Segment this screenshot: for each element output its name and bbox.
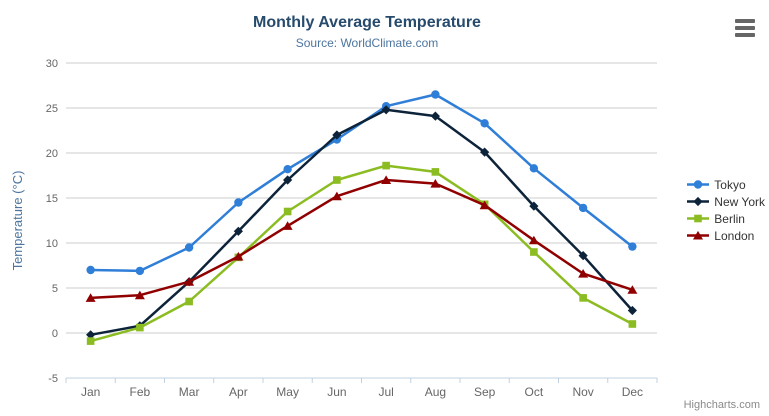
y-axis-label: 5 [52, 283, 58, 295]
data-point-london[interactable] [479, 200, 490, 210]
series-line-tokyo[interactable] [89, 93, 634, 273]
data-point-new-york[interactable] [578, 251, 588, 261]
legend-label: London [714, 228, 755, 243]
legend-item-new-york[interactable]: New York [687, 193, 765, 210]
data-point-new-york[interactable] [430, 111, 440, 121]
data-point-new-york[interactable] [332, 130, 342, 140]
data-point-tokyo[interactable] [86, 265, 95, 275]
square-marker-icon [687, 214, 710, 223]
credits-link[interactable]: Highcharts.com [683, 399, 760, 411]
x-axis-label: Aug [425, 385, 446, 399]
data-point-new-york[interactable] [233, 226, 243, 236]
x-axis-label: Feb [130, 385, 151, 399]
x-axis-label: Nov [572, 385, 593, 399]
x-axis-label: Apr [229, 385, 248, 399]
y-axis-label: 15 [46, 193, 58, 205]
data-point-berlin[interactable] [283, 207, 292, 216]
chart-title: Monthly Average Temperature [253, 14, 481, 31]
x-axis-label: Dec [622, 385, 643, 399]
data-point-berlin[interactable] [530, 248, 538, 256]
data-point-tokyo[interactable] [283, 165, 292, 174]
legend-label: Tokyo [714, 177, 746, 192]
data-point-berlin[interactable] [86, 337, 95, 345]
data-point-london[interactable] [184, 277, 195, 286]
data-point-berlin[interactable] [382, 161, 390, 170]
y-axis-label: -5 [48, 373, 58, 385]
x-axis-label: Oct [525, 385, 544, 399]
data-point-new-york[interactable] [480, 147, 490, 157]
chart-subtitle: Source: WorldClimate.com [295, 36, 439, 50]
y-axis-label: 0 [52, 328, 58, 340]
data-point-tokyo[interactable] [135, 266, 145, 276]
data-point-tokyo[interactable] [480, 119, 489, 128]
legend-marker[interactable] [694, 214, 703, 223]
data-point-london[interactable] [134, 290, 145, 300]
y-axis-label: 30 [46, 58, 58, 70]
data-point-berlin[interactable] [185, 297, 193, 306]
data-point-new-york[interactable] [381, 105, 391, 115]
data-point-berlin[interactable] [628, 320, 637, 328]
x-axis-label: Mar [179, 385, 200, 399]
hamburger-icon [735, 33, 755, 37]
y-axis-label: 20 [46, 148, 58, 160]
data-point-tokyo[interactable] [184, 243, 194, 252]
legend-marker[interactable] [694, 180, 703, 189]
circle-marker-icon [687, 180, 710, 189]
legend-item-london[interactable]: London [687, 227, 765, 244]
x-axis-label: Jan [81, 385, 100, 399]
data-point-berlin[interactable] [431, 168, 440, 176]
legend-label: New York [714, 194, 765, 209]
data-point-tokyo[interactable] [628, 242, 637, 251]
x-axis-label: Jul [378, 385, 393, 399]
data-point-berlin[interactable] [333, 176, 341, 184]
series-line-berlin[interactable] [89, 164, 634, 343]
series-line-london[interactable] [89, 178, 634, 300]
y-axis-title: Temperature (°C) [10, 171, 25, 271]
data-point-tokyo[interactable] [431, 90, 440, 99]
x-axis-label: Jun [327, 385, 346, 399]
data-point-london[interactable] [578, 269, 589, 278]
data-point-london[interactable] [282, 221, 293, 230]
hamburger-icon [735, 26, 755, 30]
export-menu-button[interactable] [735, 19, 755, 40]
data-point-tokyo[interactable] [578, 203, 588, 213]
data-point-tokyo[interactable] [234, 198, 243, 207]
y-axis-label: 25 [46, 103, 58, 115]
legend-marker[interactable] [693, 230, 704, 240]
data-point-london[interactable] [85, 293, 96, 302]
triangle-marker-icon [687, 230, 710, 240]
data-point-new-york[interactable] [627, 305, 637, 316]
legend: Tokyo New York Berlin London [687, 176, 765, 244]
data-point-new-york[interactable] [529, 201, 539, 211]
series-line-new-york[interactable] [89, 108, 634, 337]
data-point-berlin[interactable] [136, 323, 144, 332]
legend-label: Berlin [714, 211, 745, 226]
data-point-london[interactable] [233, 251, 244, 261]
hamburger-icon [735, 19, 755, 23]
data-point-berlin[interactable] [579, 294, 587, 302]
legend-item-berlin[interactable]: Berlin [687, 210, 765, 227]
data-point-tokyo[interactable] [529, 164, 539, 173]
data-point-london[interactable] [430, 179, 441, 188]
data-point-london[interactable] [331, 191, 342, 201]
data-point-new-york[interactable] [283, 175, 293, 185]
x-axis-label: May [276, 385, 299, 399]
legend-item-tokyo[interactable]: Tokyo [687, 176, 765, 193]
data-point-new-york[interactable] [86, 330, 96, 340]
y-axis-label: 10 [46, 238, 58, 250]
data-point-london[interactable] [528, 235, 539, 245]
x-axis-label: Sep [474, 385, 496, 399]
data-point-london[interactable] [381, 175, 392, 184]
diamond-marker-icon [687, 196, 710, 207]
legend-marker[interactable] [693, 196, 703, 207]
data-point-london[interactable] [627, 285, 638, 294]
